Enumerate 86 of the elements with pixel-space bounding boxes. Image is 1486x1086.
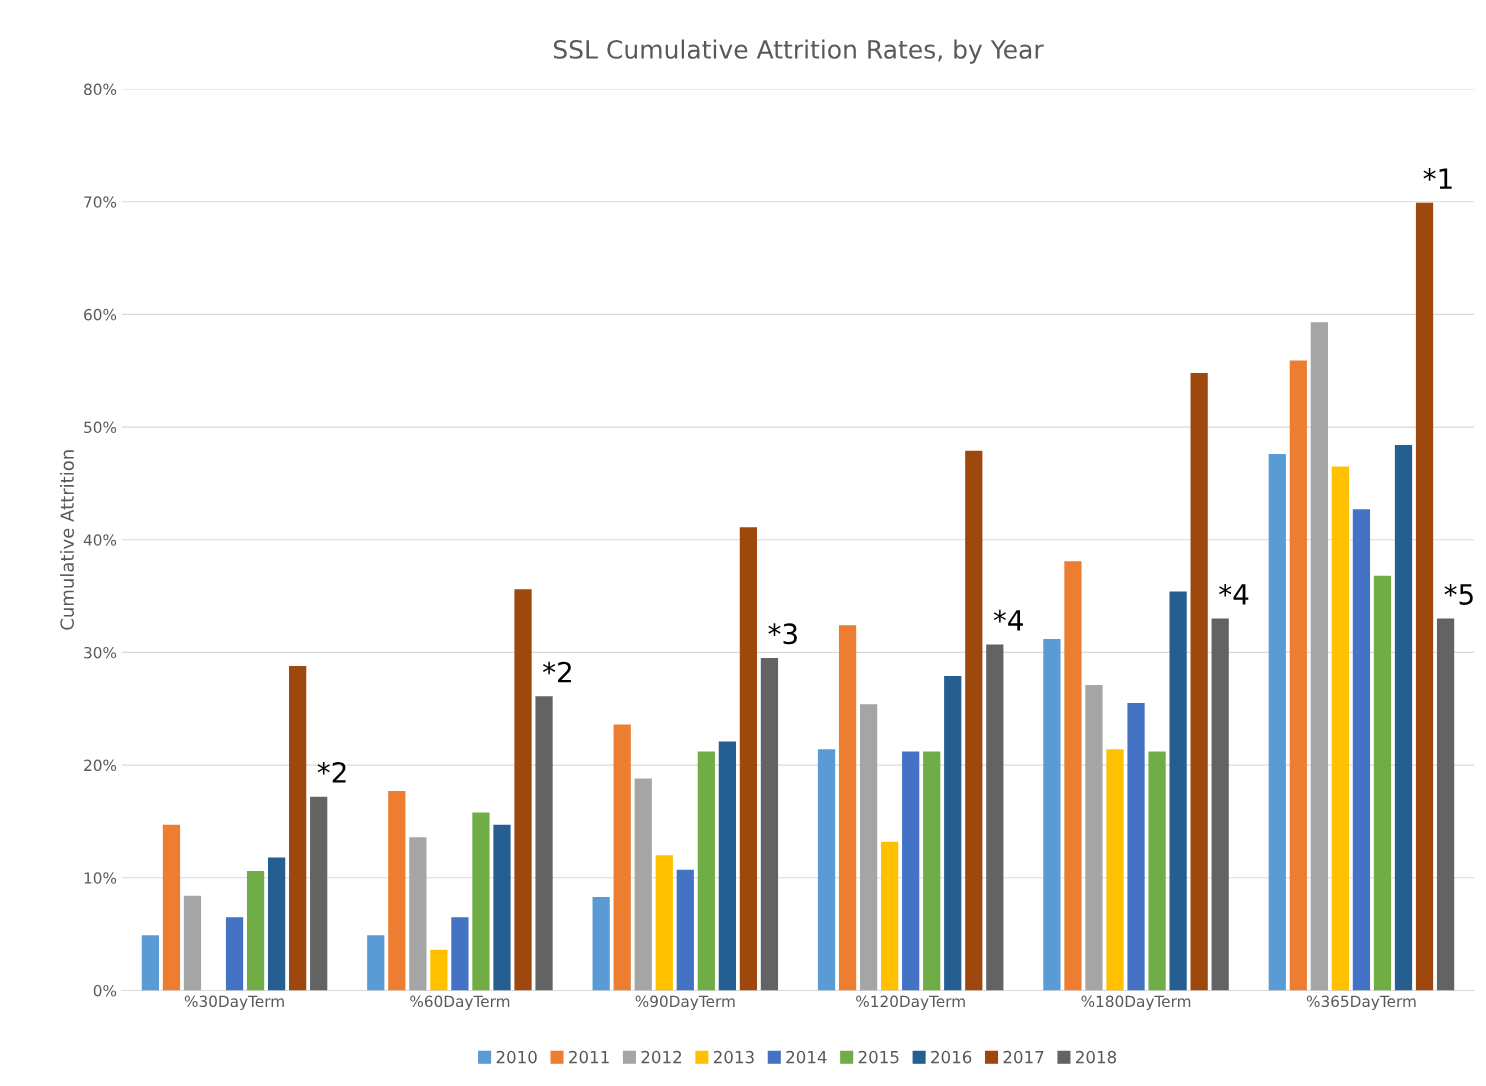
bar <box>655 855 673 991</box>
bar <box>267 857 286 991</box>
bar <box>1436 618 1455 991</box>
bar <box>697 751 715 991</box>
bar <box>1064 561 1082 991</box>
annotation: *2 <box>542 661 571 683</box>
legend-label: 2013 <box>713 1050 754 1064</box>
annotation: *5 <box>1444 583 1473 605</box>
annotation: *1 <box>1423 168 1452 189</box>
legend-label: 2014 <box>786 1050 827 1064</box>
bar <box>1085 685 1103 991</box>
bar <box>310 796 328 991</box>
bar <box>409 837 427 991</box>
y-tick-label: 50% <box>84 421 117 434</box>
bar <box>472 812 490 991</box>
annotation: *4 <box>993 609 1023 631</box>
bar <box>676 869 694 991</box>
bar <box>902 751 920 991</box>
bar <box>760 658 779 991</box>
bar <box>1148 751 1166 991</box>
bar <box>1169 591 1187 991</box>
legend-label: 2018 <box>1075 1050 1117 1064</box>
chart-title: SSL Cumulative Attrition Rates, by Year <box>553 39 1044 64</box>
bar <box>162 824 181 991</box>
bar <box>1289 360 1307 991</box>
y-tick-label: 30% <box>84 646 117 659</box>
bar <box>514 589 532 991</box>
y-tick-label: 60% <box>84 308 117 321</box>
bar <box>183 895 202 991</box>
bar <box>1331 466 1350 991</box>
bar <box>718 741 736 991</box>
bar <box>367 935 385 991</box>
y-tick-label: 80% <box>84 83 117 96</box>
bar <box>430 949 448 991</box>
y-tick-label: 20% <box>84 759 117 772</box>
bar <box>289 665 307 991</box>
bar <box>1190 372 1208 991</box>
bar <box>1415 202 1434 991</box>
bar <box>1394 445 1413 991</box>
annotation: *4 <box>1219 583 1249 605</box>
legend-label: 2015 <box>858 1050 899 1064</box>
bar <box>838 625 857 991</box>
bar <box>1106 749 1124 991</box>
x-tick-label: %30DayTerm <box>184 995 284 1011</box>
legend-label: 2016 <box>931 1050 972 1064</box>
bar <box>1373 575 1392 991</box>
bar <box>965 450 983 991</box>
legend-label: 2017 <box>1003 1050 1044 1064</box>
y-tick-label: 10% <box>84 872 117 884</box>
bar <box>1043 638 1061 991</box>
bar <box>986 644 1004 991</box>
x-tick-label: %60DayTerm <box>410 995 510 1011</box>
bar <box>944 676 962 991</box>
y-axis-title: Cumulative Attrition <box>60 450 74 630</box>
bar <box>634 778 652 991</box>
bar <box>817 749 836 991</box>
x-tick-label: %180DayTerm <box>1081 995 1191 1011</box>
bar <box>225 917 244 991</box>
x-tick-label: %365DayTerm <box>1306 995 1416 1011</box>
bar <box>739 527 758 991</box>
annotation: *3 <box>768 623 797 645</box>
y-tick-label: 0% <box>93 984 117 997</box>
bar <box>388 791 406 991</box>
bar <box>881 841 899 991</box>
bar <box>1127 703 1145 991</box>
bar <box>1268 454 1286 991</box>
legend-label: 2012 <box>641 1050 682 1064</box>
bar <box>246 871 265 991</box>
bar <box>1352 509 1371 991</box>
y-tick-label: 40% <box>83 534 117 546</box>
bar <box>141 935 160 991</box>
bar <box>1211 618 1229 991</box>
bar <box>613 724 631 991</box>
legend-label: 2010 <box>496 1050 537 1064</box>
bar <box>592 896 610 991</box>
x-tick-label: %120DayTerm <box>856 995 965 1011</box>
bar <box>1310 322 1328 991</box>
x-tick-label: %90DayTerm <box>635 995 735 1011</box>
bar <box>923 751 941 991</box>
y-tick-label: 70% <box>84 196 117 208</box>
legend-label: 2011 <box>569 1050 609 1064</box>
bar <box>493 824 511 991</box>
annotation: *2 <box>317 761 346 783</box>
bar <box>535 696 553 991</box>
bar <box>859 704 878 991</box>
bar <box>451 917 469 991</box>
